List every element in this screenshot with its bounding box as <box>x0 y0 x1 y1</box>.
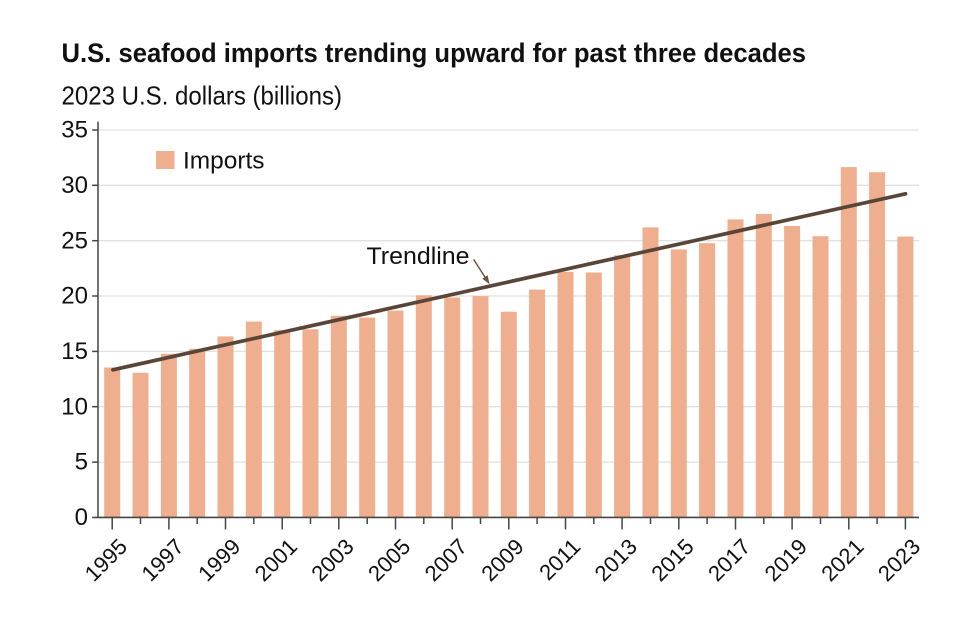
svg-text:15: 15 <box>61 338 88 365</box>
svg-text:35: 35 <box>61 117 88 144</box>
svg-text:0: 0 <box>75 504 88 531</box>
svg-text:U.S. seafood imports trending: U.S. seafood imports trending upward for… <box>62 38 807 68</box>
svg-text:10: 10 <box>61 393 88 420</box>
svg-text:5: 5 <box>75 449 88 476</box>
svg-text:Imports: Imports <box>183 148 265 175</box>
svg-text:2023 U.S. dollars (billions): 2023 U.S. dollars (billions) <box>62 81 343 111</box>
svg-text:Trendline: Trendline <box>367 243 470 270</box>
svg-text:25: 25 <box>61 227 88 254</box>
svg-text:20: 20 <box>61 283 88 310</box>
svg-text:30: 30 <box>61 172 88 199</box>
